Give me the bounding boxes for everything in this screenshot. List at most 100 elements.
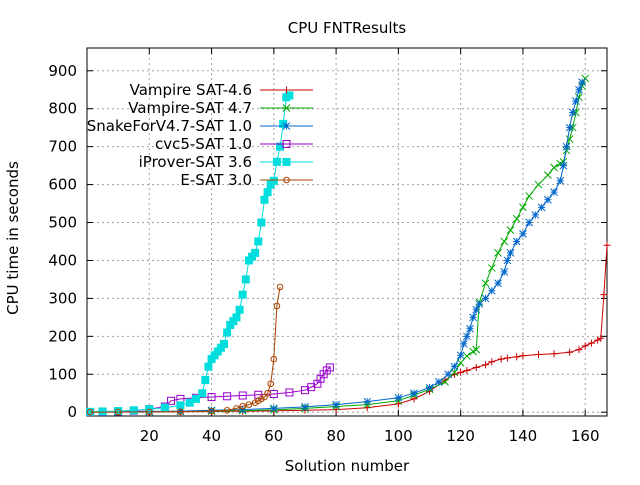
- data-point: [575, 85, 583, 94]
- data-point: [488, 358, 496, 366]
- data-point: [550, 163, 558, 172]
- data-point: [269, 404, 278, 413]
- data-point: [497, 355, 505, 363]
- data-point: [232, 313, 241, 322]
- data-point: [254, 237, 263, 246]
- legend-item-e-sat-3-0: E-SAT 3.0: [180, 171, 313, 189]
- data-point: [457, 368, 465, 376]
- legend-swatch-marker: [283, 86, 290, 94]
- data-point: [251, 248, 260, 257]
- series-layer: [86, 74, 611, 417]
- x-tick-label: 40: [202, 427, 221, 445]
- data-point: [86, 408, 94, 416]
- data-point: [463, 352, 471, 360]
- data-point: [160, 403, 169, 412]
- legend-label: Vampire SAT-4.6: [130, 81, 252, 99]
- legend-swatch-marker: [282, 140, 291, 148]
- x-tick-label: 100: [384, 427, 413, 445]
- y-tick-label: 300: [48, 289, 77, 307]
- data-point: [263, 188, 272, 197]
- data-point: [167, 396, 176, 405]
- data-point: [600, 291, 608, 299]
- data-point: [512, 214, 521, 223]
- data-point: [475, 300, 484, 308]
- x-tick-label: 60: [264, 427, 283, 445]
- data-point: [568, 108, 577, 117]
- data-point: [487, 264, 496, 272]
- data-point: [481, 279, 490, 288]
- y-tick-label: 500: [48, 214, 77, 232]
- data-point: [519, 203, 527, 212]
- data-point: [410, 389, 418, 398]
- data-point: [394, 393, 403, 402]
- data-point: [220, 339, 229, 348]
- data-point: [525, 218, 534, 227]
- data-point: [98, 407, 107, 416]
- y-tick-label: 200: [48, 327, 77, 345]
- data-point: [531, 211, 540, 219]
- legend-item-iprover-sat-3-6: iProver-SAT 3.6: [139, 153, 313, 171]
- plot-area-frame: [86, 47, 608, 417]
- data-point: [239, 402, 246, 410]
- data-point: [550, 188, 558, 197]
- data-point: [494, 279, 502, 288]
- data-point: [572, 97, 580, 105]
- data-point: [512, 237, 521, 246]
- y-tick-label: 800: [48, 100, 77, 118]
- data-point: [207, 406, 216, 415]
- data-point: [459, 340, 468, 348]
- data-point: [176, 401, 185, 410]
- y-tick-label: 0: [67, 403, 77, 421]
- data-point: [543, 195, 552, 204]
- data-point: [562, 142, 571, 151]
- data-point: [223, 392, 232, 401]
- data-point: [129, 406, 138, 415]
- data-point: [332, 400, 340, 409]
- data-point: [494, 249, 502, 257]
- data-point: [463, 332, 471, 341]
- legend-swatch-marker: [283, 176, 290, 184]
- y-tick-label: 400: [48, 251, 77, 269]
- data-point: [559, 157, 568, 166]
- y-tick-label: 900: [48, 62, 77, 80]
- data-point: [543, 171, 552, 179]
- data-point: [238, 405, 247, 414]
- data-point: [559, 161, 568, 170]
- data-point: [285, 91, 294, 100]
- data-point: [145, 408, 153, 416]
- legend-label: E-SAT 3.0: [180, 171, 252, 189]
- data-point: [506, 226, 515, 234]
- data-point: [260, 195, 269, 204]
- legend-label: iProver-SAT 3.6: [139, 153, 252, 171]
- data-point: [269, 176, 278, 185]
- data-point: [594, 336, 602, 344]
- legend-label: SnakeForV4.7-SAT 1.0: [87, 117, 252, 135]
- data-point: [463, 366, 471, 374]
- data-point: [578, 78, 586, 86]
- x-tick-label: 120: [446, 427, 475, 445]
- series-line: [90, 81, 583, 413]
- y-tick-label: 100: [48, 365, 77, 383]
- data-point: [201, 375, 210, 384]
- data-point: [519, 230, 527, 238]
- data-point: [472, 363, 480, 371]
- data-point: [537, 203, 546, 212]
- data-point: [198, 389, 207, 398]
- data-point: [238, 391, 247, 400]
- data-point: [500, 237, 509, 246]
- data-point: [482, 361, 490, 369]
- data-point: [435, 378, 443, 386]
- data-point: [566, 348, 574, 356]
- y-tick-label: 600: [48, 176, 77, 194]
- data-point: [525, 192, 534, 200]
- data-point: [587, 339, 595, 347]
- data-point: [534, 180, 543, 189]
- data-point: [223, 328, 232, 337]
- data-point: [276, 283, 284, 291]
- legend-swatch-marker: [282, 158, 291, 166]
- x-tick-label: 160: [571, 427, 600, 445]
- data-point: [363, 397, 372, 406]
